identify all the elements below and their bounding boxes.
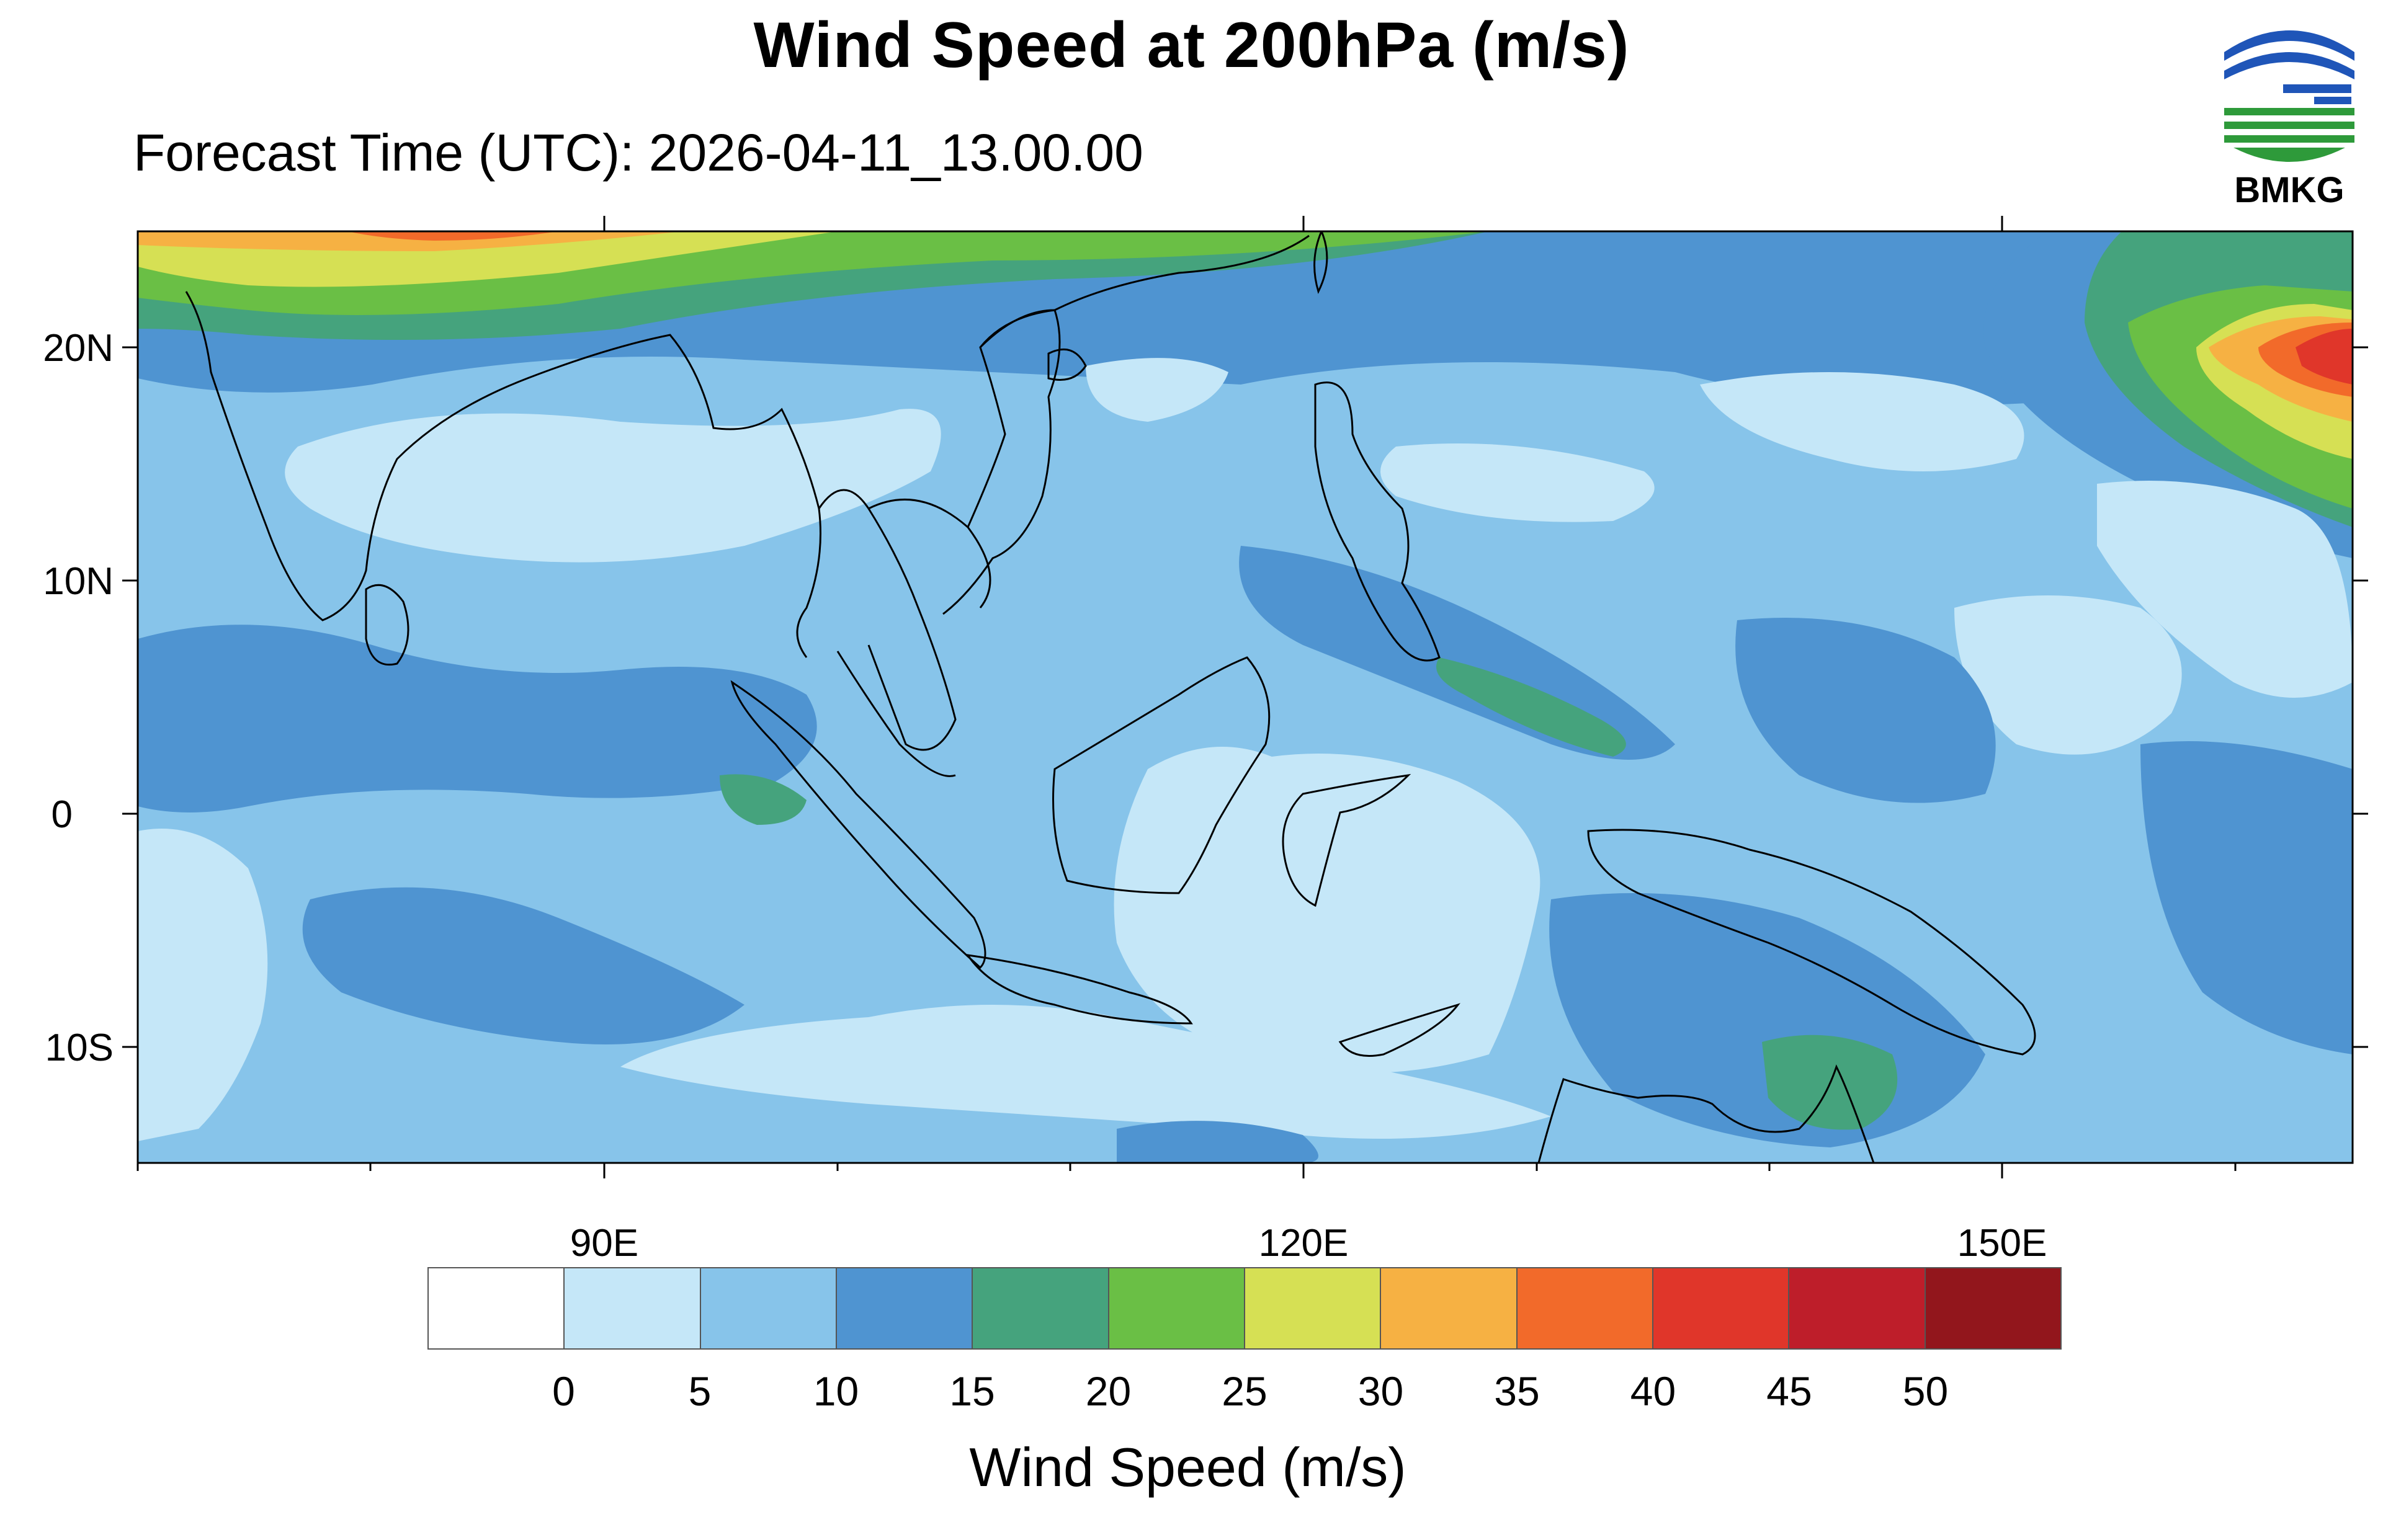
colorbar <box>427 1267 2062 1350</box>
coast-china <box>979 234 1310 349</box>
colorbar-box <box>700 1268 837 1348</box>
colorbar-box <box>1245 1268 1382 1348</box>
colorbar-tick-label: 35 <box>1494 1368 1540 1414</box>
coast-taiwan <box>1313 231 1328 295</box>
lon-label-120e: 120E <box>1259 1222 1349 1265</box>
page-title: Wind Speed at 200hPa (m/s) <box>753 9 1630 81</box>
colorbar-tick-label: 30 <box>1357 1368 1404 1414</box>
coastlines <box>185 231 2036 1163</box>
wind-field <box>138 231 2353 1163</box>
map-frame <box>136 230 2354 1164</box>
band-30-35-north <box>138 231 682 251</box>
colorbar-box <box>1109 1268 1245 1348</box>
lat-label-20n: 20N <box>43 327 114 370</box>
calm-scs <box>1086 358 1228 422</box>
calm-philippine-sea <box>1380 443 1655 522</box>
belt-io-2 <box>302 887 744 1044</box>
coast-hainan <box>1047 348 1087 381</box>
coast-malay <box>836 651 956 777</box>
lat-label-0: 0 <box>51 793 73 836</box>
colorbar-tick-label: 45 <box>1766 1368 1812 1414</box>
coast-borneo <box>1052 656 1271 894</box>
band-40-45-pacific <box>2296 329 2353 385</box>
coast-java <box>965 954 1193 1025</box>
lat-ticks <box>122 346 2368 1048</box>
colorbar-tick-label: 10 <box>813 1368 859 1414</box>
colorbar-box <box>973 1268 1109 1348</box>
belt-io-1 <box>138 625 817 812</box>
coast-philippines <box>1314 381 1441 662</box>
coast-sumatra <box>730 680 986 969</box>
colorbar-tick-label: 50 <box>1902 1368 1949 1414</box>
bmkg-logo-icon: BMKG <box>2224 30 2354 210</box>
colorbar-tick-label: 25 <box>1222 1368 1268 1414</box>
calm-indian-south <box>138 829 268 1141</box>
coast-newguinea <box>1587 829 2036 1056</box>
colorbar-title: Wind Speed (m/s) <box>969 1436 1406 1498</box>
colorbar-box <box>565 1268 701 1348</box>
belt-pacific-east <box>1735 618 1996 803</box>
coast-indochina <box>818 309 1061 751</box>
belt-south-central <box>1117 1121 1318 1163</box>
streak-15-20-sumatra <box>720 774 807 825</box>
lon-label-90e: 90E <box>570 1222 638 1265</box>
colorbar-tick-label: 0 <box>552 1368 575 1414</box>
coast-srilanka <box>365 584 409 666</box>
colorbar-box <box>1925 1268 2060 1348</box>
colorbar-box <box>429 1268 565 1348</box>
calm-west-pacific <box>1954 595 2182 755</box>
coast-australia <box>1537 1064 1875 1163</box>
coast-india <box>185 291 821 658</box>
calm-borneo <box>1114 747 1540 1073</box>
colorbar-box <box>1653 1268 1790 1348</box>
colorbar-box <box>836 1268 973 1348</box>
colorbar-box <box>1381 1268 1518 1348</box>
lon-ticks <box>136 216 2237 1178</box>
coast-sulawesi <box>1282 773 1411 907</box>
lat-label-10s: 10S <box>45 1026 114 1069</box>
colorbar-box <box>1789 1268 1926 1348</box>
coast-timor <box>1338 1003 1460 1057</box>
colorbar-tick-label: 40 <box>1630 1368 1676 1414</box>
calm-pacific-north <box>1700 372 2024 471</box>
colorbar-box <box>1517 1268 1653 1348</box>
belt-east-edge <box>2140 741 2353 1054</box>
colorbar-tick-label: 5 <box>688 1368 712 1414</box>
logo-text: BMKG <box>2234 170 2344 210</box>
lon-label-150e: 150E <box>1957 1222 2047 1265</box>
colorbar-tick-label: 20 <box>1085 1368 1132 1414</box>
calm-java-sea <box>620 1005 1551 1139</box>
lat-label-10n: 10N <box>43 560 114 603</box>
forecast-time: Forecast Time (UTC): 2026-04-11_13.00.00 <box>133 123 1143 182</box>
colorbar-tick-label: 15 <box>949 1368 995 1414</box>
calm-india <box>285 409 941 563</box>
band-35-40-north <box>347 231 558 241</box>
calm-east <box>2097 481 2353 698</box>
streak-15-20-mindanao <box>1436 657 1626 757</box>
